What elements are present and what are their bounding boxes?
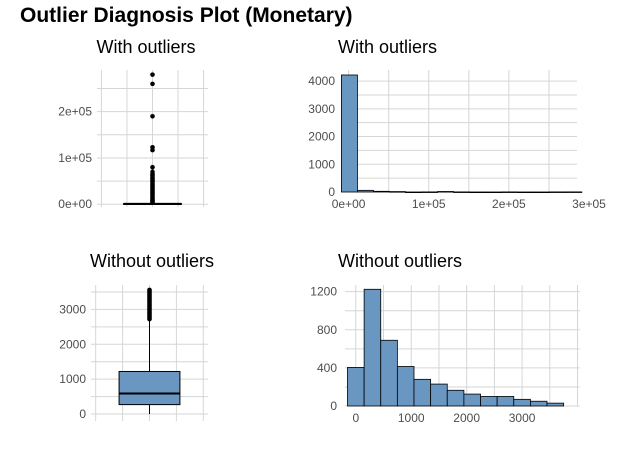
histogram-bar — [446, 389, 465, 407]
histogram-bar — [413, 378, 432, 407]
histogram-bar — [485, 191, 503, 194]
chart-title: Outlier Diagnosis Plot (Monetary) — [20, 4, 353, 27]
histogram-bar — [517, 191, 535, 194]
histogram-bar — [340, 74, 358, 193]
histogram-bar — [405, 191, 422, 194]
y-tick-label: 2e+05 — [58, 105, 92, 119]
histogram-bar — [380, 339, 398, 407]
panel-title: Without outliers — [338, 251, 462, 271]
y-tick-label: 1200 — [310, 285, 337, 299]
histogram-bar — [437, 191, 454, 193]
histogram-bar — [546, 402, 565, 407]
y-tick-label: 4000 — [308, 74, 335, 88]
x-tick-label: 1e+05 — [412, 197, 446, 211]
histogram-bar — [396, 366, 415, 407]
histogram-bar — [480, 396, 498, 407]
x-tick-label: 2e+05 — [492, 197, 526, 211]
x-tick-label: 0e+00 — [332, 197, 366, 211]
panel-histogram-without-outliers: Without outliers 0 400 800 1200 0 1000 2000 300… — [310, 251, 580, 425]
outlier-point — [150, 113, 155, 119]
y-tick-label: 0e+00 — [58, 197, 92, 211]
y-tick-label: 3000 — [59, 302, 86, 316]
histogram-bar — [357, 189, 374, 193]
y-tick-label: 0 — [328, 185, 335, 199]
outlier-point — [150, 164, 155, 170]
y-tick-label: 2000 — [308, 130, 335, 144]
y-tick-label: 1e+05 — [58, 151, 92, 165]
panel-title: With outliers — [338, 37, 437, 57]
y-tick-label: 400 — [317, 361, 337, 375]
outlier-point — [150, 147, 155, 153]
histogram-bar — [453, 191, 471, 193]
histogram-bar — [501, 191, 519, 193]
box-iqr — [118, 370, 181, 406]
histogram-bar — [533, 191, 551, 194]
histogram-bar — [347, 367, 365, 407]
histogram-bar — [373, 190, 390, 193]
outlier-point — [150, 199, 155, 205]
panel-title: Without outliers — [90, 251, 214, 271]
y-tick-label: 3000 — [308, 102, 335, 116]
x-tick-label: 2000 — [453, 411, 480, 425]
x-tick-label: 0 — [352, 411, 359, 425]
y-tick-label: 2000 — [59, 337, 86, 351]
histogram-bar — [430, 383, 448, 407]
panel-box-without-outliers: Without outliers 0 1000 2000 3000 — [59, 251, 214, 421]
outlier-point — [150, 81, 155, 87]
histogram-bar — [496, 396, 515, 407]
histogram-bar — [529, 400, 548, 407]
y-tick-label: 0 — [79, 407, 86, 421]
histogram-bar — [469, 191, 487, 194]
histogram-bar — [549, 191, 567, 193]
y-tick-label: 800 — [317, 323, 337, 337]
x-tick-label: 1000 — [398, 411, 425, 425]
panel-histogram-with-outliers: With outliers 0 1000 2000 3000 4000 0e+00 1e+0… — [308, 37, 606, 211]
histogram-bar — [389, 191, 406, 193]
panel-box-with-outliers: With outliers 0e+00 1e+05 2e+05 — [58, 37, 208, 211]
x-tick-label: 3e+05 — [572, 197, 606, 211]
y-tick-label: 1000 — [308, 157, 335, 171]
x-tick-label: 3000 — [509, 411, 536, 425]
histogram-bar — [463, 393, 481, 407]
histogram-bar — [565, 191, 583, 193]
histogram-bar — [421, 191, 438, 193]
histogram-bar — [513, 398, 531, 407]
y-tick-label: 0 — [330, 399, 337, 413]
outlier-point — [147, 287, 152, 293]
y-tick-label: 1000 — [59, 372, 86, 386]
histogram-bar — [363, 288, 382, 407]
outlier-point — [150, 72, 155, 77]
panel-title: With outliers — [96, 37, 195, 57]
